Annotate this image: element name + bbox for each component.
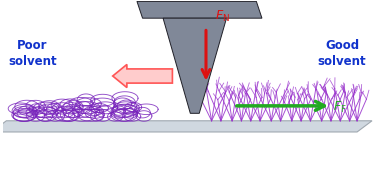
Polygon shape <box>137 1 262 18</box>
Text: Good
solvent: Good solvent <box>318 39 367 68</box>
FancyArrow shape <box>113 64 172 88</box>
Text: $F_{\mathrm{N}}$: $F_{\mathrm{N}}$ <box>215 9 230 24</box>
Text: $F_{\mathrm{F}}$: $F_{\mathrm{F}}$ <box>333 100 347 115</box>
Text: Poor
solvent: Poor solvent <box>8 39 57 68</box>
Polygon shape <box>163 18 226 113</box>
Polygon shape <box>0 121 372 132</box>
